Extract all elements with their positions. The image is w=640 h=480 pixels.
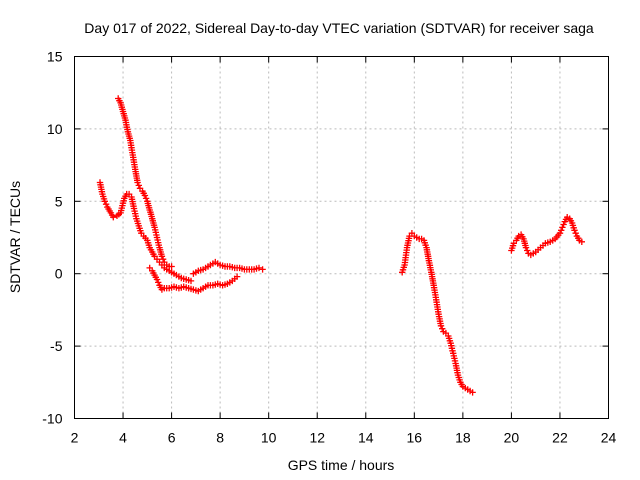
series-seg1	[96, 179, 195, 285]
x-tick-label: 4	[119, 430, 127, 446]
x-tick-label: 22	[552, 430, 568, 446]
chart-title: Day 017 of 2022, Sidereal Day-to-day VTE…	[84, 20, 594, 36]
x-tick-label: 10	[261, 430, 277, 446]
x-tick-label: 20	[504, 430, 520, 446]
data-point-marker	[578, 238, 585, 245]
y-tick-label: -10	[42, 411, 62, 427]
x-tick-label: 2	[71, 430, 79, 446]
data-point-marker	[233, 273, 241, 280]
series-seg2	[115, 95, 175, 270]
data-point-marker	[558, 227, 565, 234]
data-point-marker	[469, 389, 476, 396]
y-tick-label: -5	[50, 338, 63, 354]
series-seg3	[146, 264, 241, 295]
data-point-marker	[524, 247, 531, 254]
x-tick-label: 16	[407, 430, 423, 446]
data-point-marker	[437, 322, 445, 329]
plot-frame	[74, 56, 609, 419]
x-tick-labels: 2 4 6 8 10 12 14 16 18 20 22 24	[71, 430, 617, 446]
grid	[74, 56, 609, 419]
series-seg5	[399, 230, 476, 396]
data-point-marker	[135, 182, 142, 189]
x-tick-label: 8	[216, 430, 224, 446]
x-tick-label: 14	[358, 430, 374, 446]
data-point-marker	[255, 264, 263, 272]
x-tick-label: 6	[168, 430, 176, 446]
data-point-marker	[572, 230, 579, 237]
x-tick-label: 12	[309, 430, 325, 446]
data-point-marker	[153, 276, 161, 283]
y-tick-label: 0	[55, 266, 63, 282]
series-seg6	[508, 214, 585, 259]
data-point-marker	[101, 198, 108, 205]
y-axis-label: SDTVAR / TECUs	[7, 181, 23, 293]
y-tick-label: 5	[55, 193, 63, 209]
series-seg4	[190, 258, 266, 277]
data-point-marker	[439, 325, 446, 332]
data-point-marker	[142, 195, 150, 202]
data-point-marker	[571, 227, 578, 234]
data-point-marker	[259, 266, 266, 273]
axis-ticks	[74, 56, 609, 419]
y-tick-label: 10	[47, 121, 63, 137]
y-tick-label: 15	[47, 49, 63, 65]
data-point-marker	[556, 230, 564, 237]
data-point-marker	[158, 253, 166, 260]
data-point-marker	[110, 214, 117, 221]
y-tick-labels: -10 -5 0 5 10 15	[42, 49, 62, 427]
data-point-marker	[141, 192, 149, 199]
data-point-marker	[102, 201, 110, 208]
data-point-marker	[159, 256, 167, 263]
data-point-marker	[559, 224, 566, 231]
x-tick-label: 18	[455, 430, 471, 446]
data-point-marker	[134, 179, 141, 186]
data-point-marker	[560, 221, 567, 228]
x-tick-label: 24	[601, 430, 617, 446]
data-series	[96, 95, 585, 396]
data-point-marker	[522, 244, 530, 251]
data-point-marker	[168, 263, 175, 270]
data-point-marker	[155, 279, 162, 286]
x-axis-label: GPS time / hours	[288, 457, 395, 473]
data-point-marker	[187, 277, 195, 285]
